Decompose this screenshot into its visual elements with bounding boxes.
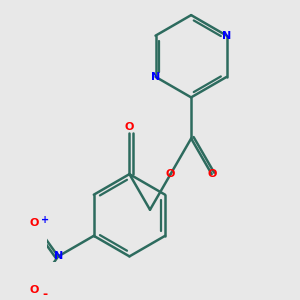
Text: N: N (54, 251, 63, 261)
Text: -: - (43, 288, 48, 300)
Text: N: N (151, 72, 160, 82)
Text: O: O (30, 285, 39, 295)
Text: N: N (222, 31, 231, 41)
Text: +: + (41, 215, 49, 225)
Text: O: O (166, 169, 175, 179)
Text: O: O (30, 218, 39, 228)
Text: O: O (207, 169, 216, 179)
Text: O: O (125, 122, 134, 132)
